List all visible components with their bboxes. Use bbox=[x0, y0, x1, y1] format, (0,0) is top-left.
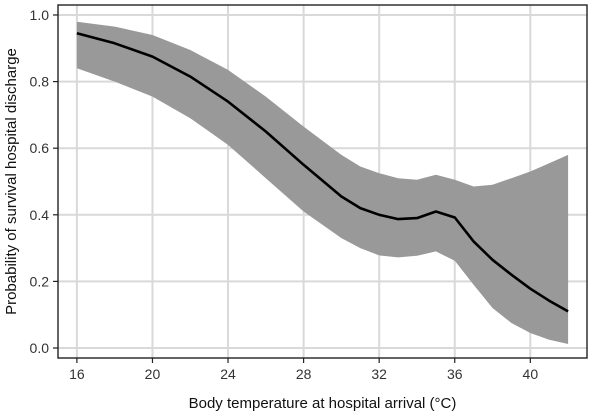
x-tick-label: 16 bbox=[69, 366, 85, 382]
y-tick-label: 1.0 bbox=[30, 7, 50, 23]
y-tick-label: 0.4 bbox=[30, 207, 50, 223]
y-tick-label: 0.0 bbox=[30, 340, 50, 356]
confidence-band bbox=[76, 21, 569, 344]
estimate-line bbox=[76, 32, 569, 313]
x-tick-label: 20 bbox=[145, 366, 161, 382]
x-tick-label: 32 bbox=[371, 366, 387, 382]
x-axis-ticks: 16 20 24 28 32 36 40 bbox=[69, 358, 538, 382]
panel-border bbox=[57, 4, 588, 359]
x-tick-label: 24 bbox=[220, 366, 236, 382]
x-axis-title: Body temperature at hospital arrival (°C… bbox=[189, 395, 457, 412]
x-tick-label: 36 bbox=[447, 366, 463, 382]
y-axis-title: Probability of survival hospital dischar… bbox=[3, 48, 20, 315]
x-tick-label: 28 bbox=[296, 366, 312, 382]
y-axis-ticks: 0.0 0.2 0.4 0.6 0.8 1.0 bbox=[30, 7, 58, 356]
y-tick-label: 0.8 bbox=[30, 74, 50, 90]
y-tick-label: 0.2 bbox=[30, 273, 50, 289]
y-tick-label: 0.6 bbox=[30, 140, 50, 156]
x-tick-label: 40 bbox=[523, 366, 539, 382]
